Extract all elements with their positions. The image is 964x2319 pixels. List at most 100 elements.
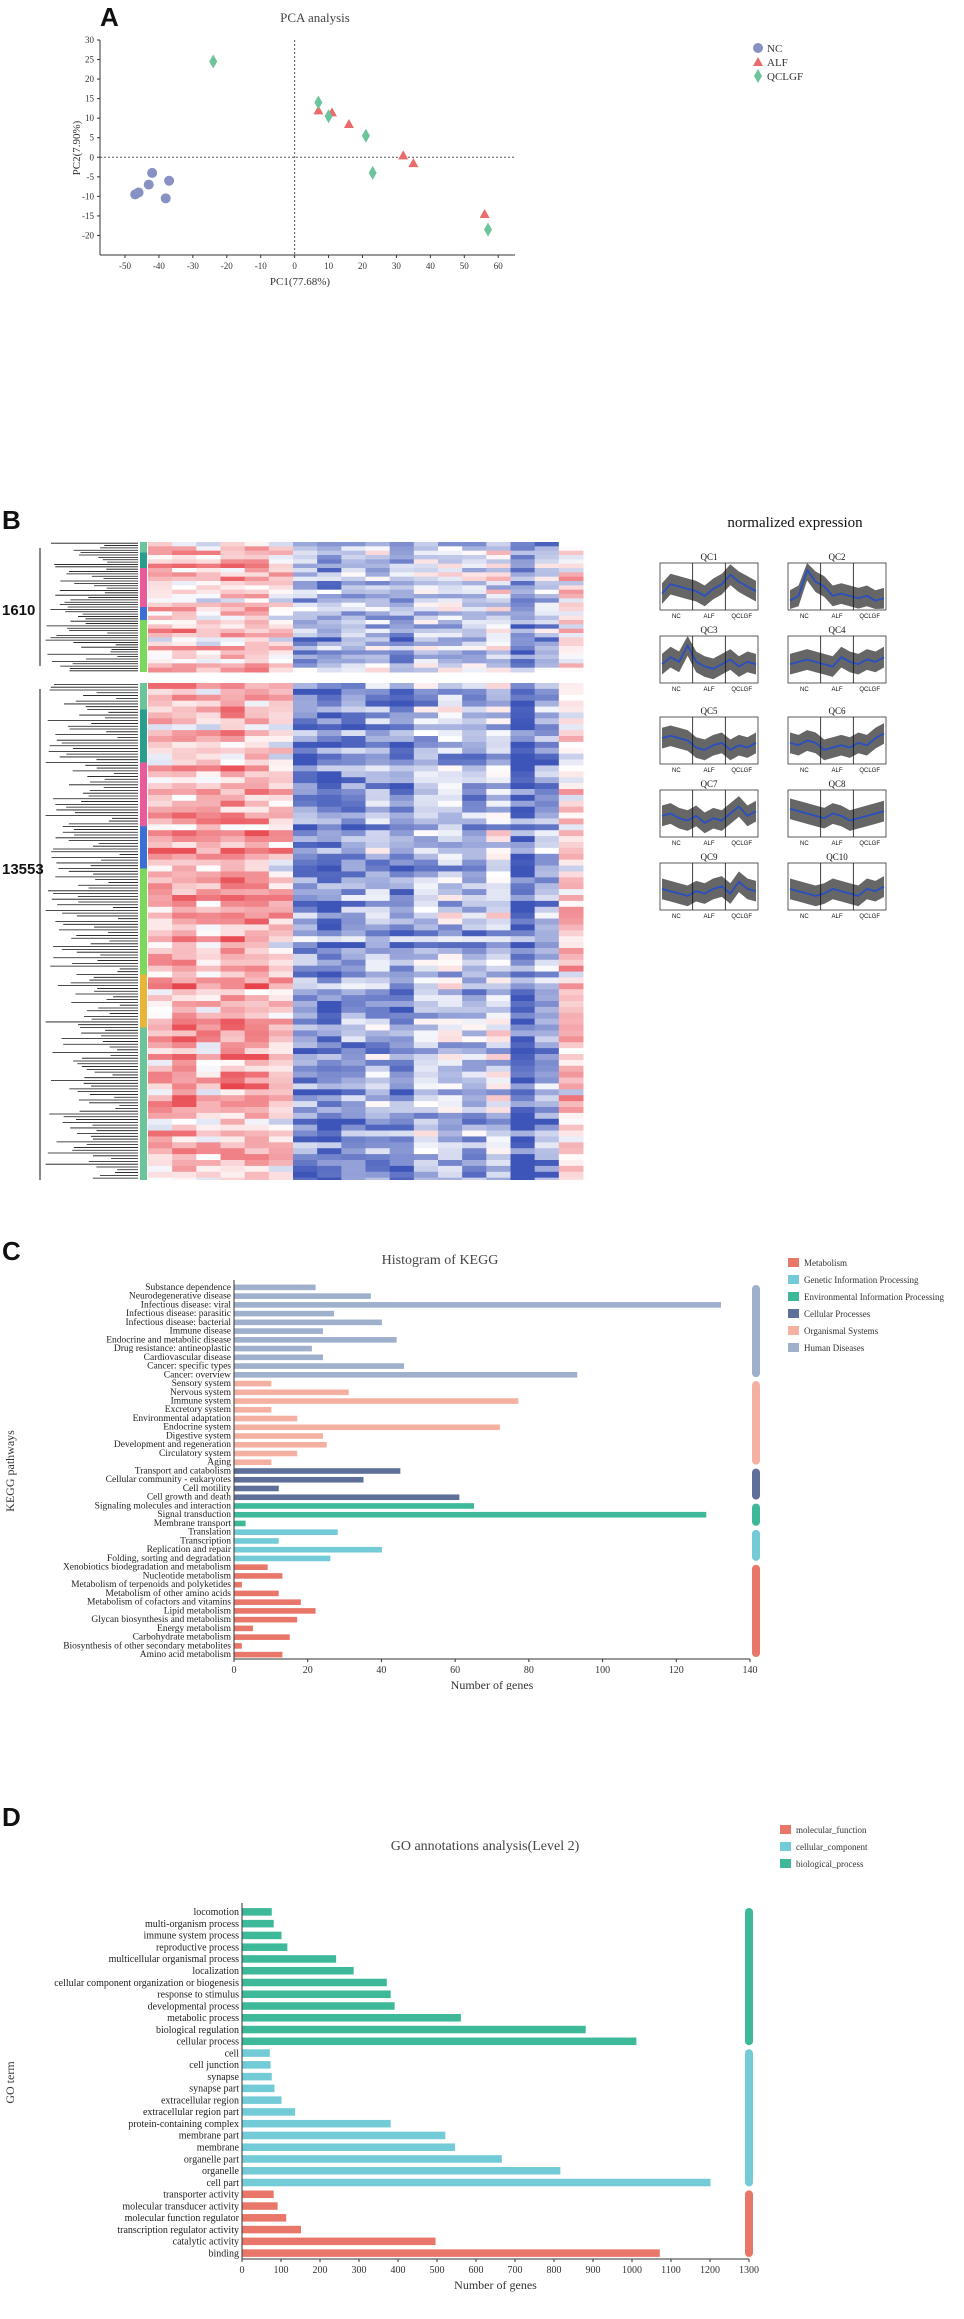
heatmap-cell — [148, 1071, 173, 1079]
heatmap-cell — [510, 700, 536, 708]
heatmap-cell — [389, 912, 415, 920]
heatmap-cell — [389, 830, 415, 837]
category-label: Amino acid metabolism — [140, 1650, 232, 1660]
heatmap-cell — [486, 942, 511, 949]
heatmap-cell — [341, 906, 366, 914]
heatmap-cell — [317, 585, 342, 591]
category-label: Membrane transport — [154, 1519, 232, 1529]
heatmap-cell — [268, 659, 294, 664]
heatmap-cell — [268, 628, 294, 634]
heatmap-cell — [268, 589, 294, 595]
heatmap-cell — [486, 924, 511, 931]
heatmap-cell — [341, 1077, 366, 1084]
heatmap-cell — [196, 753, 221, 761]
heatmap-cell — [196, 883, 221, 890]
category-label: binding — [208, 2248, 239, 2259]
heatmap-cell — [268, 1012, 294, 1020]
cluster-bar-13553 — [140, 683, 147, 1213]
heatmap-cell — [558, 912, 584, 920]
heatmap-cell — [413, 1112, 439, 1120]
heatmap-cell — [220, 659, 246, 664]
heatmap-cell — [558, 598, 584, 604]
heatmap-cell — [413, 730, 439, 737]
heatmap-cell — [268, 706, 294, 713]
heatmap-cell — [462, 594, 487, 599]
heatmap-cell — [293, 1054, 318, 1061]
heatmap-cell — [293, 576, 318, 582]
heatmap-cell — [172, 753, 197, 761]
heatmap-cell — [534, 700, 560, 708]
heatmap-cell — [220, 624, 246, 630]
heatmap-cell — [462, 1006, 487, 1014]
heatmap-cell — [268, 830, 294, 837]
heatmap-cell — [558, 1142, 584, 1149]
heatmap-cell — [389, 706, 415, 713]
heatmap-cell — [413, 633, 439, 638]
heatmap-cell — [413, 830, 439, 837]
heatmap-cell — [293, 906, 318, 914]
heatmap-cell — [196, 942, 221, 949]
heatmap-cell — [293, 753, 318, 761]
heatmap-cell — [293, 995, 318, 1002]
heatmap-cell — [220, 1130, 246, 1137]
heatmap-cell — [148, 1089, 173, 1096]
heatmap-cell — [268, 759, 294, 766]
heatmap-cell — [365, 1148, 391, 1155]
heatmap-cell — [510, 977, 536, 984]
heatmap-cell — [534, 1148, 560, 1155]
heatmap-cell — [341, 1054, 366, 1061]
heatmap-cell — [558, 842, 584, 849]
heatmap-cell — [220, 942, 246, 949]
heatmap-cell — [486, 995, 511, 1002]
heatmap-cell — [510, 853, 536, 861]
heatmap-cell — [389, 783, 415, 790]
heatmap-cell — [462, 1024, 487, 1031]
heatmap-cell — [510, 650, 536, 656]
heatmap-cell — [220, 568, 246, 573]
heatmap-cell — [534, 842, 560, 849]
heatmap-cell — [462, 818, 487, 825]
heatmap-cell — [534, 936, 560, 943]
heatmap-cell — [268, 953, 294, 961]
heatmap-cell — [558, 1024, 584, 1031]
heatmap-cell — [389, 1112, 415, 1120]
heatmap-cell — [438, 1048, 463, 1055]
heatmap-cell — [268, 747, 294, 755]
heatmap-cell — [510, 1118, 536, 1126]
heatmap-cell — [486, 1154, 511, 1161]
heatmap-cell — [293, 771, 318, 778]
heatmap-cell — [462, 659, 487, 664]
heatmap-cell — [148, 712, 173, 719]
heatmap-cell — [244, 1171, 270, 1179]
heatmap-cell — [196, 777, 221, 784]
heatmap-cell — [534, 1030, 560, 1037]
heatmap-cell — [534, 783, 560, 790]
category-label: Metabolism of other amino acids — [105, 1588, 231, 1599]
heatmap-cell — [317, 953, 342, 961]
heatmap-cell — [462, 877, 487, 884]
heatmap-cell — [462, 948, 487, 955]
heatmap-cell — [220, 1012, 246, 1020]
heatmap-cell — [220, 877, 246, 884]
heatmap-cell — [268, 598, 294, 604]
heatmap-cell — [389, 942, 415, 949]
heatmap-cell — [148, 1036, 173, 1043]
heatmap-cell — [365, 853, 391, 861]
heatmap-cell — [196, 747, 221, 755]
heatmap-cell — [365, 842, 391, 849]
heatmap-cell — [268, 542, 294, 547]
heatmap-cell — [317, 563, 342, 569]
heatmap-cell — [220, 700, 246, 708]
bar-xenobiotics-biodegradation-and-metabolism — [234, 1564, 268, 1570]
heatmap-cell — [365, 654, 391, 660]
heatmap-cell — [196, 646, 221, 651]
heatmap-cell — [268, 1054, 294, 1061]
heatmap-cell — [293, 1171, 318, 1179]
heatmap-cell — [510, 667, 536, 673]
profile-axis-label: NC — [672, 841, 681, 847]
heatmap-cell — [293, 971, 318, 978]
heatmap-cell — [293, 736, 318, 743]
heatmap-cell — [389, 836, 415, 843]
heatmap-cell — [268, 663, 294, 669]
heatmap-cell — [389, 550, 415, 556]
